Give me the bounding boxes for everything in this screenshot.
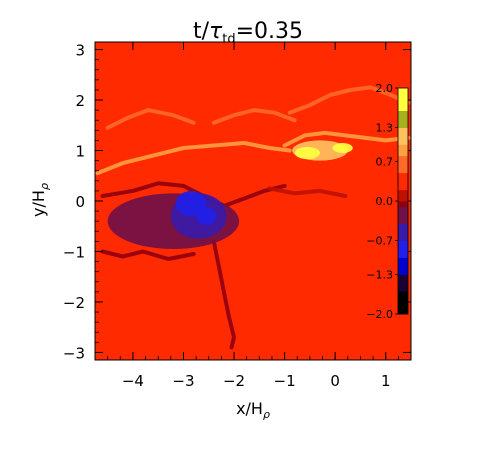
y-tick-label: −1 bbox=[63, 243, 85, 261]
plot-area: −4 −3 −2 −1 0 1 −3 −2 −1 0 1 2 3 bbox=[63, 41, 412, 390]
colorbar-tick-label: 1.3 bbox=[376, 122, 394, 135]
colorbar-level bbox=[398, 172, 408, 191]
colorbar-level bbox=[398, 206, 408, 224]
colorbar-level bbox=[398, 155, 408, 174]
colorbar-tick-label: −1.3 bbox=[366, 268, 393, 281]
heatmap-filament bbox=[267, 186, 348, 198]
colorbar-level bbox=[398, 223, 408, 241]
colorbar-level bbox=[398, 110, 408, 128]
heatmap-blob bbox=[294, 146, 320, 160]
colorbar: 2.0 1.3 0.7 0.0 −0.7 −1.3 −2.0 bbox=[366, 82, 409, 321]
colorbar-tick-label: −2.0 bbox=[366, 308, 393, 321]
x-tick-label: −1 bbox=[274, 372, 296, 390]
colorbar-level bbox=[398, 201, 408, 208]
colorbar-levels bbox=[398, 88, 408, 315]
y-tick-label: 0 bbox=[75, 193, 85, 211]
colorbar-level bbox=[398, 88, 408, 111]
colorbar-level bbox=[398, 291, 408, 315]
x-tick-label: 0 bbox=[330, 372, 340, 390]
heatmap-filament bbox=[100, 249, 196, 261]
heatmap-filament bbox=[105, 108, 196, 130]
heatmap-filament bbox=[211, 239, 236, 350]
x-tick-label: 1 bbox=[381, 372, 391, 390]
colorbar-tick-label: 2.0 bbox=[376, 82, 394, 95]
colorbar-level bbox=[398, 144, 408, 157]
y-axis-ticks: −3 −2 −1 0 1 2 3 bbox=[63, 42, 411, 362]
colorbar-ticks: 2.0 1.3 0.7 0.0 −0.7 −1.3 −2.0 bbox=[366, 82, 398, 321]
x-tick-label: −2 bbox=[223, 372, 245, 390]
y-tick-label: −2 bbox=[63, 294, 85, 312]
heatmap-blob bbox=[175, 190, 207, 217]
x-tick-label: −4 bbox=[122, 372, 144, 390]
y-tick-label: 3 bbox=[75, 42, 85, 60]
x-tick-label: −3 bbox=[172, 372, 194, 390]
colorbar-level bbox=[398, 274, 408, 292]
y-tick-label: 1 bbox=[75, 143, 85, 161]
y-tick-label: −3 bbox=[63, 344, 85, 362]
heatmap-blob bbox=[332, 143, 353, 153]
colorbar-level bbox=[398, 189, 408, 202]
heatmap-filament bbox=[95, 141, 292, 176]
heatmap-blob bbox=[196, 207, 217, 226]
heatmap-filament bbox=[211, 108, 297, 125]
y-axis-label: y/Hρ bbox=[29, 183, 51, 217]
heatmap-features bbox=[95, 85, 411, 350]
colorbar-level bbox=[398, 240, 408, 258]
colorbar-tick-label: 0.7 bbox=[376, 155, 394, 168]
colorbar-tick-label: −0.7 bbox=[366, 235, 393, 248]
colorbar-level bbox=[398, 257, 408, 275]
x-axis-ticks: −4 −3 −2 −1 0 1 bbox=[94, 42, 412, 390]
colorbar-level bbox=[398, 127, 408, 145]
heatmap-filament bbox=[282, 130, 411, 148]
colorbar-tick-label: 0.0 bbox=[376, 195, 394, 208]
y-tick-label: 2 bbox=[75, 92, 85, 110]
x-axis-label: x/Hρ bbox=[236, 399, 270, 421]
heatmap-filament bbox=[287, 85, 411, 115]
